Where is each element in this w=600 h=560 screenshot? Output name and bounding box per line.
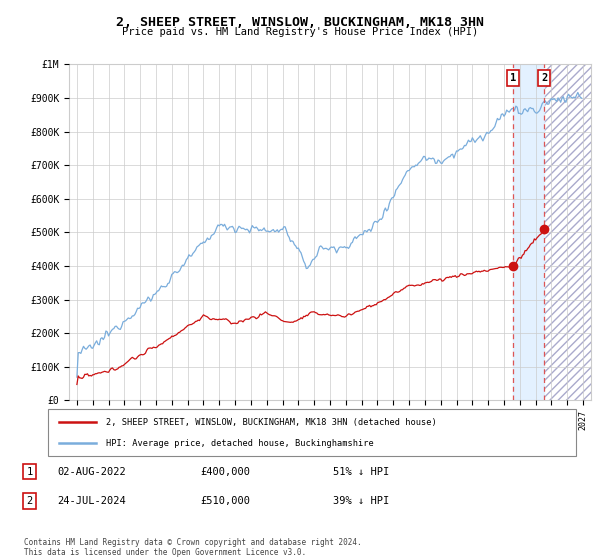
Text: 39% ↓ HPI: 39% ↓ HPI xyxy=(333,496,389,506)
Text: 24-JUL-2024: 24-JUL-2024 xyxy=(57,496,126,506)
Text: 1: 1 xyxy=(26,466,32,477)
Text: HPI: Average price, detached house, Buckinghamshire: HPI: Average price, detached house, Buck… xyxy=(106,438,374,447)
Text: 2: 2 xyxy=(541,73,547,83)
Bar xyxy=(513,64,544,400)
Text: 2: 2 xyxy=(26,496,32,506)
Bar xyxy=(544,64,591,400)
Text: 02-AUG-2022: 02-AUG-2022 xyxy=(57,466,126,477)
FancyBboxPatch shape xyxy=(48,409,576,456)
Text: 1: 1 xyxy=(510,73,517,83)
Text: 2, SHEEP STREET, WINSLOW, BUCKINGHAM, MK18 3HN: 2, SHEEP STREET, WINSLOW, BUCKINGHAM, MK… xyxy=(116,16,484,29)
Text: Contains HM Land Registry data © Crown copyright and database right 2024.
This d: Contains HM Land Registry data © Crown c… xyxy=(24,538,362,557)
Bar xyxy=(544,64,591,400)
Text: 51% ↓ HPI: 51% ↓ HPI xyxy=(333,466,389,477)
Text: £510,000: £510,000 xyxy=(200,496,251,506)
Text: £400,000: £400,000 xyxy=(200,466,251,477)
Text: 2, SHEEP STREET, WINSLOW, BUCKINGHAM, MK18 3HN (detached house): 2, SHEEP STREET, WINSLOW, BUCKINGHAM, MK… xyxy=(106,418,437,427)
Text: Price paid vs. HM Land Registry's House Price Index (HPI): Price paid vs. HM Land Registry's House … xyxy=(122,27,478,38)
